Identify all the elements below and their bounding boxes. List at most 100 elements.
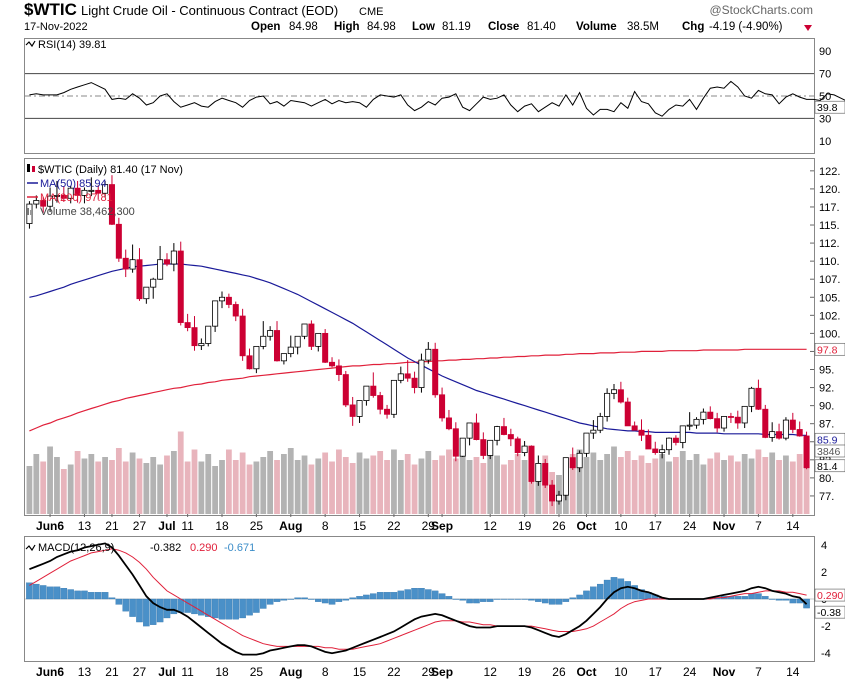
macd-histogram-bar [205,598,212,617]
candle-body [480,439,487,456]
candle-body [494,426,501,441]
macd-histogram-bar [431,590,439,600]
macd-histogram-bar [239,598,246,619]
volume-bar [507,460,514,514]
ma200-last-value-box [814,342,845,356]
candle-body [617,389,624,403]
rsi-tick-label: 70 [819,69,831,81]
macd-histogram-bar [610,577,618,600]
candle-body [569,457,576,469]
ma200-line [29,348,807,432]
candle-body [748,387,755,407]
price-legend-label: $WTIC (Daily) 81.40 (17 Nov) [38,164,183,176]
macd-histogram-bar [129,598,136,617]
macd-histogram-bar [321,598,329,604]
volume-bar [466,460,473,514]
price-tick-label: 117. [819,202,840,214]
volume-bar [40,461,47,514]
volume-bar [356,452,363,514]
candle-body [60,194,67,199]
macd-histogram-bar [486,598,494,602]
date-axis: Jun6 Jun6 13 13 21 21 27 27 Jul Jul 11 11 18 18 25 25 Au… [36,514,800,679]
macd-histogram-bar [273,598,281,602]
quote-line: Open 84.98 High 84.98 Low 81.19 Close 81… [251,21,812,33]
date-tick-label: 7 [755,519,762,533]
volume-bar [95,461,102,514]
candle-body [459,437,466,457]
candle-body [500,426,507,435]
close-last-value: 81.4 [817,461,838,473]
volume-bar [136,458,143,514]
macd-histogram-bar [301,597,308,600]
candle-body [473,422,480,440]
date-tick-label: Jun6 [36,665,64,679]
chg-label: Chg [682,21,704,33]
candle-body [734,416,741,424]
macd-histogram-bar [308,598,315,600]
candle-body [33,200,40,205]
volume-bar [301,455,308,514]
candle-body [363,385,370,401]
candle-body [102,184,109,194]
volume-bar [721,460,727,514]
candle-body [755,387,762,410]
macd-histogram-bar [734,596,742,600]
macd-histogram-bar [39,585,47,600]
candle-body [390,379,397,415]
candle-body [81,189,88,196]
candle-body [143,286,150,300]
volume-bar [336,449,342,514]
macd-histogram-bar [480,598,487,602]
chg-value: -4.19 (-4.90%) [709,21,783,33]
macd-histogram-bar [376,592,384,600]
macd-histogram-bar [521,598,528,600]
volume-bar [446,449,452,514]
macd-histogram-bar [548,598,556,605]
macd-histogram-bar [253,598,260,613]
volume-bar [102,457,108,514]
candle-body [122,257,129,270]
price-tick-label: 100. [819,328,840,340]
candle-body [67,187,74,199]
chart-symbol: $WTIC [24,0,77,19]
volume-bar [177,431,184,514]
candle-legend-icon [27,164,30,172]
price-tick-label: 95. [819,365,834,377]
macd-histogram-bar [108,597,116,600]
volume-bar [776,460,782,514]
candle-body [707,411,714,420]
volume-bar [679,451,686,514]
candle-body [672,437,679,443]
macd-histogram-bar [294,597,301,600]
volume-bar [748,458,755,514]
volume-bar [329,461,335,514]
macd-histogram-bar [425,589,432,600]
macd-histogram-bar [232,598,239,620]
macd-histogram-bar [397,590,405,600]
volume-bar [143,463,150,514]
macd-histogram-bar [33,583,40,600]
candle-body [198,343,205,347]
volume-bar [728,455,734,514]
candle-body [287,346,294,355]
volume-bar [198,461,205,514]
macd-histogram-bar [170,598,178,615]
candle-body [549,484,556,502]
candle-body [528,445,535,482]
candle-body [335,365,342,375]
candle-body [535,463,542,482]
volume-bar [494,455,500,514]
macd-histogram-bar [143,598,150,627]
volume-legend-icon-2 [30,210,32,215]
volume-bar [391,449,397,514]
macd-histogram-bar [404,589,411,600]
macd-histogram-bar [94,592,102,600]
macd-histogram-bar [74,590,81,600]
candle-body [253,345,260,370]
candle-body [411,377,418,388]
macd-histogram-bar [775,598,783,601]
candle-body [384,408,391,415]
volume-bar [397,460,404,514]
candle-body [53,194,60,197]
date-tick-label: 11 [181,665,194,679]
